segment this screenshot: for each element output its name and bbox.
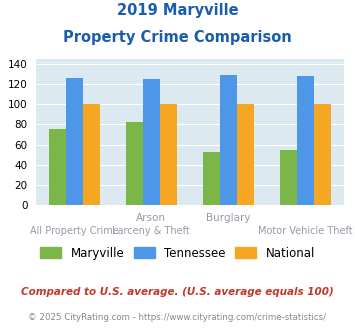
Bar bbox=[280, 149, 297, 205]
Text: Arson: Arson bbox=[136, 213, 166, 223]
Bar bbox=[297, 77, 314, 205]
Bar bbox=[237, 105, 254, 205]
Bar bbox=[66, 79, 83, 205]
Text: Burglary: Burglary bbox=[206, 213, 251, 223]
Bar bbox=[126, 122, 143, 205]
Legend: Maryville, Tennessee, National: Maryville, Tennessee, National bbox=[40, 247, 315, 260]
Text: © 2025 CityRating.com - https://www.cityrating.com/crime-statistics/: © 2025 CityRating.com - https://www.city… bbox=[28, 314, 327, 322]
Text: Motor Vehicle Theft: Motor Vehicle Theft bbox=[258, 226, 353, 236]
Bar bbox=[203, 151, 220, 205]
Bar bbox=[314, 105, 331, 205]
Bar bbox=[83, 105, 100, 205]
Bar bbox=[143, 80, 160, 205]
Text: All Property Crime: All Property Crime bbox=[30, 226, 119, 236]
Bar bbox=[160, 105, 177, 205]
Bar bbox=[220, 76, 237, 205]
Text: Property Crime Comparison: Property Crime Comparison bbox=[63, 30, 292, 45]
Text: Compared to U.S. average. (U.S. average equals 100): Compared to U.S. average. (U.S. average … bbox=[21, 287, 334, 297]
Text: Larceny & Theft: Larceny & Theft bbox=[113, 226, 190, 236]
Bar bbox=[49, 129, 66, 205]
Text: 2019 Maryville: 2019 Maryville bbox=[117, 3, 238, 18]
